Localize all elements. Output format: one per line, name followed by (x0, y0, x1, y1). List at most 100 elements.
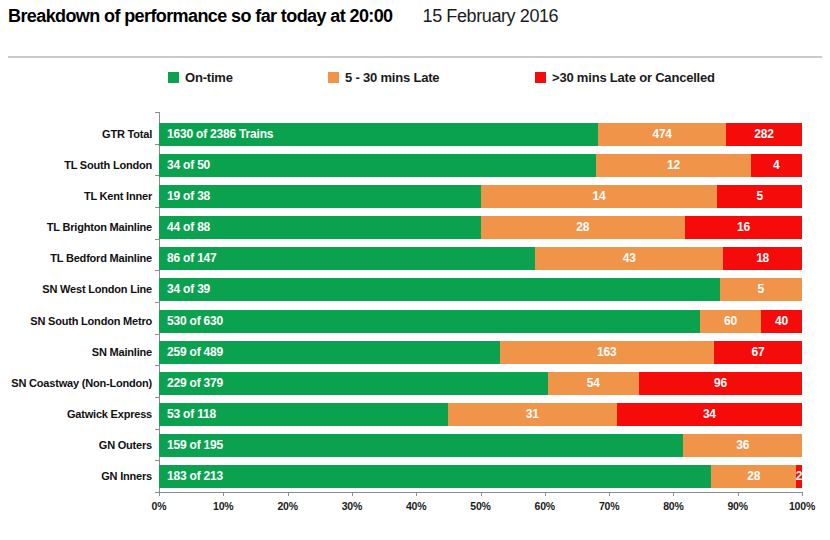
ontime-value-label: 1630 of 2386 Trains (159, 123, 273, 146)
chart-row: SN Mainline 259 of 489 163 67 (0, 341, 802, 364)
late-value-label: 43 (623, 247, 636, 270)
x-tick-label: 0% (137, 500, 181, 512)
bar-segment-ontime: 44 of 88 (159, 216, 481, 239)
bar-segment-late: 28 (481, 216, 686, 239)
bar-segment-late: 163 (500, 341, 714, 364)
chart-row: TL Bedford Mainline 86 of 147 43 18 (0, 247, 802, 270)
cancelled-value-label: 34 (703, 403, 716, 426)
x-tick (802, 492, 803, 496)
bar-segment-ontime: 183 of 213 (159, 465, 711, 488)
chart-row: TL Brighton Mainline 44 of 88 28 16 (0, 216, 802, 239)
bar-segment-late: 60 (700, 310, 761, 333)
x-tick-label: 100% (780, 500, 824, 512)
bar-segment-cancelled: 4 (751, 154, 802, 177)
bar-track: 229 of 379 54 96 (159, 372, 802, 395)
x-tick-label: 50% (459, 500, 503, 512)
bar-segment-late: 31 (448, 403, 617, 426)
legend-label: 5 - 30 mins Late (345, 70, 439, 85)
y-tick (155, 112, 159, 113)
bar-segment-ontime: 34 of 39 (159, 278, 720, 301)
chart-row: TL Kent Inner 19 of 38 14 5 (0, 185, 802, 208)
bar-segment-ontime: 229 of 379 (159, 372, 548, 395)
x-tick-label: 80% (651, 500, 695, 512)
ontime-value-label: 44 of 88 (159, 216, 210, 239)
bar-track: 53 of 118 31 34 (159, 403, 802, 426)
chart-row: GN Outers 159 of 195 36 (0, 434, 802, 457)
bar-segment-ontime: 53 of 118 (159, 403, 448, 426)
cancelled-value-label: 18 (756, 247, 769, 270)
late-value-label: 5 (758, 278, 764, 301)
performance-report-page: Breakdown of performance so far today at… (0, 0, 830, 540)
late-value-label: 12 (667, 154, 680, 177)
bar-segment-ontime: 86 of 147 (159, 247, 535, 270)
legend-label: >30 mins Late or Cancelled (552, 70, 715, 85)
category-label: GN Inners (0, 465, 159, 488)
bar-segment-cancelled: 18 (723, 247, 802, 270)
bar-segment-cancelled: 282 (726, 123, 802, 146)
chart-row: GTR Total 1630 of 2386 Trains 474 282 (0, 123, 802, 146)
bar-segment-ontime: 530 of 630 (159, 310, 700, 333)
bar-track: 259 of 489 163 67 (159, 341, 802, 364)
plot-area: GTR Total 1630 of 2386 Trains 474 282 TL… (0, 123, 802, 496)
chart-row: Gatwick Express 53 of 118 31 34 (0, 403, 802, 426)
bar-segment-ontime: 259 of 489 (159, 341, 500, 364)
x-tick-label: 90% (716, 500, 760, 512)
bar-segment-cancelled: 96 (639, 372, 802, 395)
category-label: SN West London Line (0, 278, 159, 301)
stacked-bar-chart: On-time 5 - 30 mins Late >30 mins Late o… (0, 0, 830, 540)
chart-row: TL South London 34 of 50 12 4 (0, 154, 802, 177)
category-label: TL Bedford Mainline (0, 247, 159, 270)
category-label: TL Kent Inner (0, 185, 159, 208)
bar-segment-ontime: 19 of 38 (159, 185, 481, 208)
category-label: SN South London Metro (0, 310, 159, 333)
category-label: TL South London (0, 154, 159, 177)
bar-segment-cancelled: 34 (617, 403, 802, 426)
cancelled-value-label: 40 (775, 310, 788, 333)
x-tick-label: 20% (266, 500, 310, 512)
bar-segment-cancelled: 67 (714, 341, 802, 364)
bar-segment-late: 474 (598, 123, 726, 146)
category-label: SN Coastway (Non-London) (0, 372, 159, 395)
cancelled-value-label: 282 (754, 123, 773, 146)
bar-segment-ontime: 159 of 195 (159, 434, 683, 457)
late-value-label: 163 (597, 341, 616, 364)
cancelled-value-label: 2 (796, 465, 802, 488)
category-label: Gatwick Express (0, 403, 159, 426)
bar-segment-late: 5 (720, 278, 802, 301)
ontime-value-label: 259 of 489 (159, 341, 223, 364)
cancelled-value-label: 16 (737, 216, 750, 239)
legend-swatch-icon (168, 72, 179, 83)
chart-row: GN Inners 183 of 213 28 2 (0, 465, 802, 488)
cancelled-value-label: 4 (773, 154, 779, 177)
bar-segment-late: 36 (683, 434, 802, 457)
bar-segment-cancelled: 5 (717, 185, 802, 208)
bar-segment-ontime: 1630 of 2386 Trains (159, 123, 598, 146)
bar-segment-cancelled: 40 (761, 310, 802, 333)
bar-segment-late: 54 (548, 372, 640, 395)
ontime-value-label: 183 of 213 (159, 465, 223, 488)
late-value-label: 54 (587, 372, 600, 395)
late-value-label: 36 (736, 434, 749, 457)
bar-segment-late: 12 (596, 154, 750, 177)
category-label: TL Brighton Mainline (0, 216, 159, 239)
ontime-value-label: 229 of 379 (159, 372, 223, 395)
bar-track: 1630 of 2386 Trains 474 282 (159, 123, 802, 146)
x-tick-label: 70% (587, 500, 631, 512)
x-tick-label: 30% (330, 500, 374, 512)
x-tick-label: 10% (201, 500, 245, 512)
bar-track: 159 of 195 36 (159, 434, 802, 457)
legend-swatch-icon (328, 72, 339, 83)
bar-segment-cancelled: 16 (685, 216, 802, 239)
ontime-value-label: 53 of 118 (159, 403, 216, 426)
bar-track: 86 of 147 43 18 (159, 247, 802, 270)
legend-label: On-time (185, 70, 233, 85)
chart-row: SN West London Line 34 of 39 5 (0, 278, 802, 301)
ontime-value-label: 159 of 195 (159, 434, 223, 457)
category-label: SN Mainline (0, 341, 159, 364)
late-value-label: 14 (592, 185, 605, 208)
chart-legend: On-time 5 - 30 mins Late >30 mins Late o… (0, 70, 830, 90)
bar-segment-late: 14 (481, 185, 718, 208)
x-tick-label: 40% (394, 500, 438, 512)
category-label: GTR Total (0, 123, 159, 146)
late-value-label: 474 (652, 123, 671, 146)
